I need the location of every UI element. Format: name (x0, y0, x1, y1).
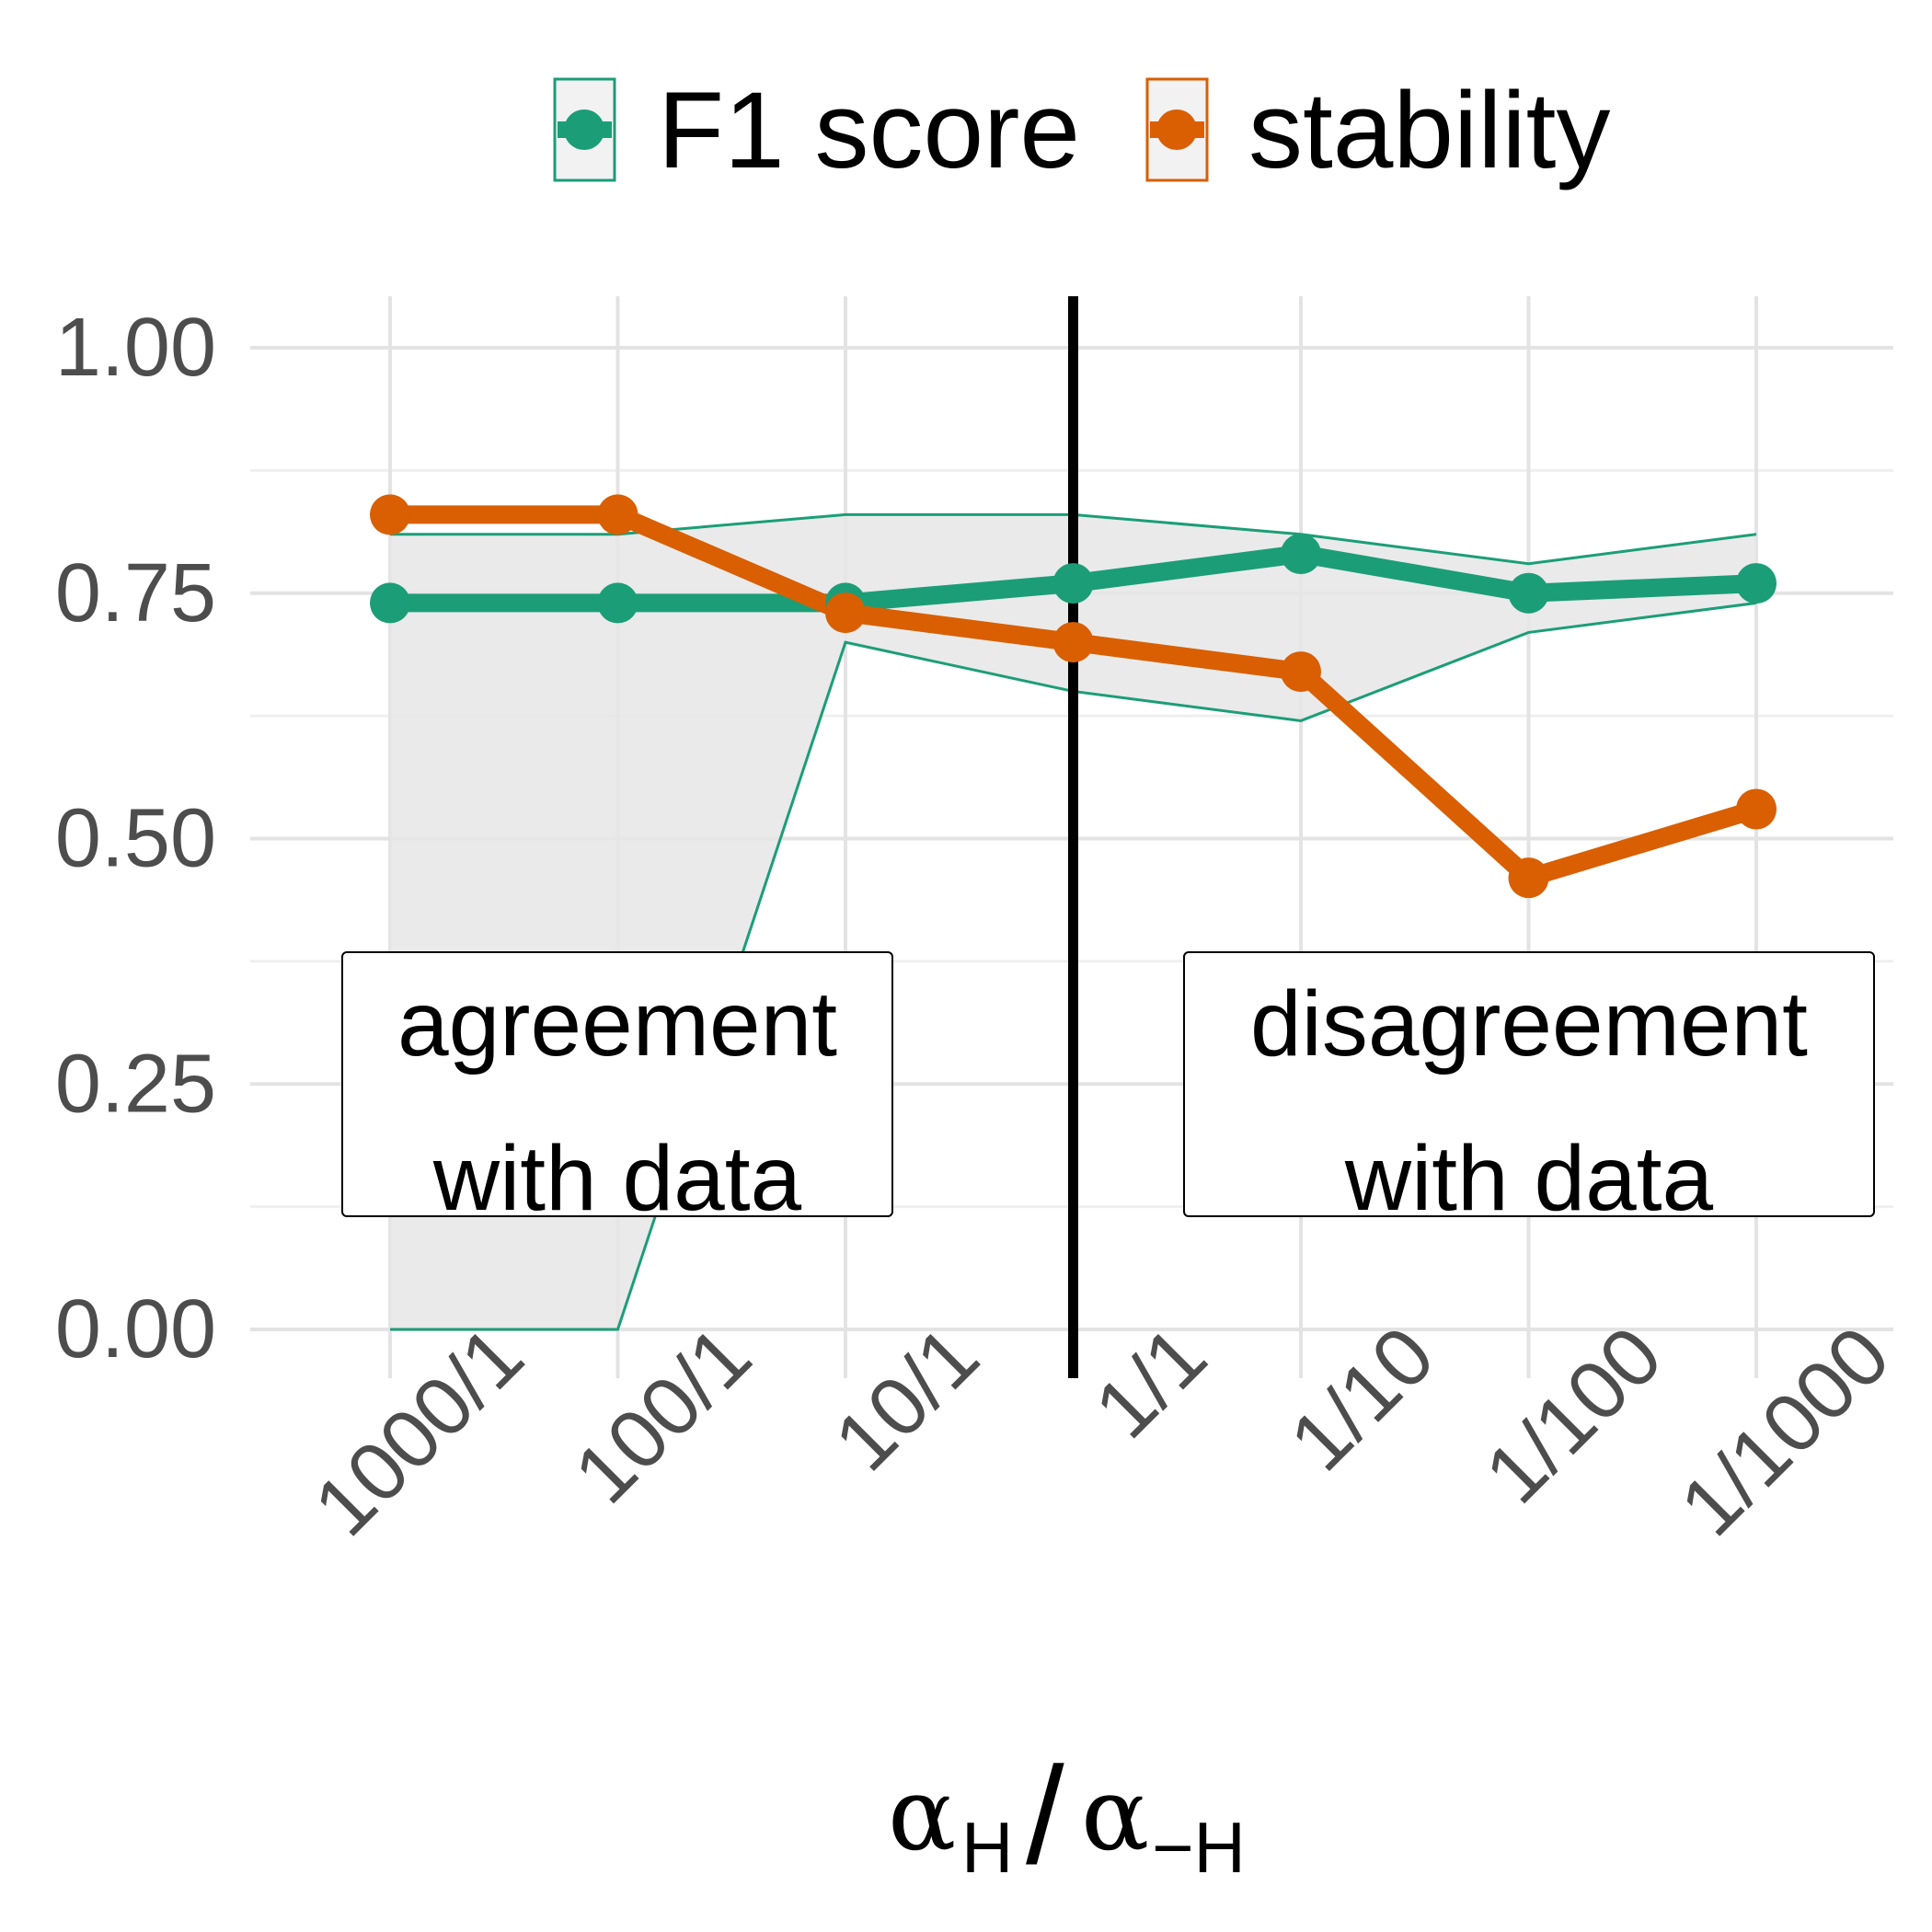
x-tick-label: 100/1 (558, 1309, 769, 1521)
y-tick-label: 0.25 (55, 1038, 216, 1130)
x-axis-title-numerator-symbol: α (888, 1755, 956, 1873)
legend-key-stability (1145, 77, 1209, 182)
y-tick-label: 0.00 (55, 1283, 216, 1375)
point-f1-score (370, 582, 410, 624)
legend-key-f1-score (553, 77, 616, 182)
y-tick-label: 0.75 (55, 547, 216, 639)
point-stability (597, 494, 638, 535)
point-stability (1052, 622, 1094, 663)
legend-label-f1-score: F1 score (658, 70, 1080, 191)
legend-label-stability: stability (1248, 70, 1610, 191)
point-stability (1736, 788, 1777, 830)
point-stability (1508, 857, 1549, 899)
point-f1-score (1281, 534, 1321, 575)
annotation-box (341, 951, 893, 1217)
y-tick-label: 1.00 (55, 302, 216, 394)
point-f1-score (597, 582, 638, 624)
point-stability (1281, 651, 1321, 693)
point-stability (825, 592, 866, 634)
x-axis-title-denominator-subscript: −H (1152, 1807, 1246, 1888)
x-tick-label: 1/100 (1468, 1309, 1680, 1521)
x-axis-title-denominator-symbol: α (1081, 1755, 1149, 1873)
point-stability (370, 494, 410, 535)
annotation-disagreement: disagreement with data (1183, 951, 1875, 1230)
x-tick-label: 1/1 (1077, 1309, 1224, 1455)
annotations: agreement with data disagreement with data (341, 951, 1875, 1230)
point-f1-score (1736, 563, 1777, 604)
point-f1-score (1508, 572, 1549, 614)
legend: F1 score stability (553, 70, 1610, 191)
x-axis-title-divider: / (1026, 1738, 1064, 1892)
annotation-text-line: disagreement (1250, 972, 1808, 1075)
annotation-agreement: agreement with data (341, 951, 893, 1230)
point-f1-score (1052, 563, 1094, 604)
x-axis-title: α H / α −H (888, 1738, 1246, 1892)
x-tick-label: 1000/1 (297, 1309, 541, 1553)
x-axis-title-numerator-subscript: H (961, 1807, 1013, 1888)
annotation-box (1183, 951, 1875, 1217)
annotation-text-line: with data (1344, 1127, 1714, 1230)
series-points (370, 494, 1777, 899)
annotation-text-line: with data (432, 1127, 802, 1230)
annotation-text-line: agreement (397, 972, 837, 1075)
y-axis-tick-labels: 0.00 0.25 0.50 0.75 1.00 (55, 302, 216, 1375)
y-tick-label: 0.50 (55, 793, 216, 885)
x-tick-label: 1/1000 (1663, 1309, 1907, 1553)
f1-score-ribbon (390, 514, 1756, 1329)
